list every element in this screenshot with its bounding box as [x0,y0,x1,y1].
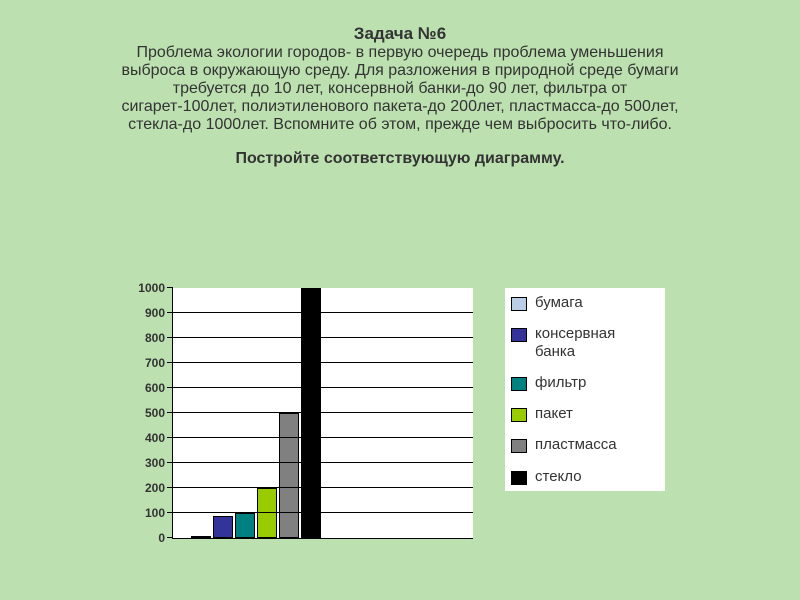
body-line: Проблема экологии городов- в первую очер… [40,44,760,62]
task-title: Задача №6 [40,24,760,44]
bar-бумага [191,536,211,539]
gridline [173,437,473,438]
subtitle: Постройте соответствующую диаграмму. [40,150,760,168]
legend-item: фильтр [511,374,655,391]
bar-фильтр [235,513,255,538]
legend-item: стекло [511,468,655,485]
heading-block: Задача №6 Проблема экологии городов- в п… [40,24,760,168]
legend-swatch [511,377,527,391]
y-axis-label: 200 [145,481,173,495]
bar-консервная-банка [213,516,233,539]
legend-swatch [511,471,527,485]
gridline [173,362,473,363]
gridline [173,337,473,338]
body-line: сигарет-100лет, полиэтиленового пакета-д… [40,98,760,116]
gridline [173,387,473,388]
legend: бумага консервная банка фильтр пакет пластма… [505,288,665,491]
y-axis-label: 600 [145,381,173,395]
legend-label: пластмасса [535,436,617,453]
bars-group [191,288,321,538]
legend-label: фильтр [535,374,586,391]
legend-label: бумага [535,294,583,311]
body-line: стекла-до 1000лет. Вспомните об этом, пр… [40,116,760,134]
y-axis-label: 900 [145,306,173,320]
gridline [173,462,473,463]
legend-item: бумага [511,294,655,311]
bar-пакет [257,488,277,538]
bar-пластмасса [279,413,299,538]
bar-стекло [301,288,321,538]
y-axis-label: 100 [145,506,173,520]
legend-item: пластмасса [511,436,655,453]
slide: Задача №6 Проблема экологии городов- в п… [0,0,800,600]
legend-label: стекло [535,468,582,485]
y-axis-label: 700 [145,356,173,370]
legend-swatch [511,297,527,311]
y-axis-label: 400 [145,431,173,445]
y-axis-label: 1000 [138,281,173,295]
gridline [173,512,473,513]
legend-swatch [511,408,527,422]
y-axis-label: 300 [145,456,173,470]
body-line: требуется до 10 лет, консервной банки-до… [40,80,760,98]
legend-item: консервная банка [511,325,655,360]
legend-swatch [511,439,527,453]
gridline [173,312,473,313]
legend-swatch [511,328,527,342]
gridline [173,412,473,413]
y-axis-label: 0 [158,531,173,545]
gridline [173,487,473,488]
legend-label: консервная банка [535,325,655,360]
body-line: выброса в окружающую среду. Для разложен… [40,62,760,80]
legend-item: пакет [511,405,655,422]
legend-label: пакет [535,405,573,422]
y-axis-label: 500 [145,406,173,420]
y-axis-label: 800 [145,331,173,345]
chart-container: 01002003004005006007008009001000 бумага к… [172,288,665,539]
bar-chart: 01002003004005006007008009001000 [172,288,473,539]
